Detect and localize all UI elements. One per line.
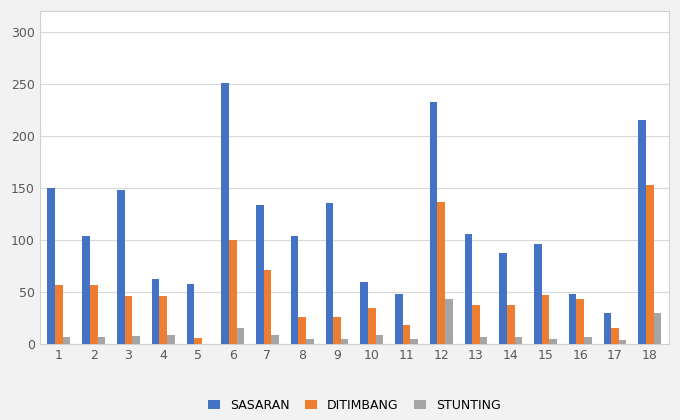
Bar (472, 305, 480, 344)
Bar (221, 83, 229, 344)
Bar (445, 299, 453, 344)
Bar (333, 318, 341, 344)
Bar (360, 282, 368, 344)
Bar (584, 337, 592, 344)
Bar (549, 339, 557, 344)
Bar (604, 313, 611, 344)
Bar (237, 328, 244, 344)
Bar (403, 325, 410, 344)
Bar (133, 336, 140, 344)
Bar (306, 339, 313, 344)
Legend: SASARAN, DITIMBANG, STUNTING: SASARAN, DITIMBANG, STUNTING (203, 394, 506, 417)
Bar (515, 337, 522, 344)
Bar (326, 203, 333, 344)
Bar (341, 339, 348, 344)
Bar (534, 244, 542, 344)
Bar (653, 313, 661, 344)
Bar (299, 318, 306, 344)
Bar (577, 299, 584, 344)
Bar (639, 121, 646, 344)
Bar (186, 284, 194, 344)
Bar (194, 338, 202, 344)
Bar (159, 297, 167, 344)
Bar (97, 337, 105, 344)
Bar (568, 294, 577, 344)
Bar (152, 279, 159, 344)
Bar (256, 205, 264, 344)
Bar (410, 339, 418, 344)
Bar (48, 188, 55, 344)
Bar (271, 335, 279, 344)
Bar (430, 102, 437, 344)
Bar (167, 335, 175, 344)
Bar (368, 308, 375, 344)
Bar (464, 234, 472, 344)
Bar (229, 240, 237, 344)
Bar (499, 253, 507, 344)
Bar (117, 190, 124, 344)
Bar (124, 297, 133, 344)
Bar (63, 337, 71, 344)
Bar (646, 185, 653, 344)
Bar (611, 328, 619, 344)
Bar (375, 335, 384, 344)
Bar (395, 294, 403, 344)
Bar (480, 337, 488, 344)
Bar (291, 236, 299, 344)
Bar (264, 270, 271, 344)
Bar (542, 295, 549, 344)
Bar (90, 285, 97, 344)
Bar (82, 236, 90, 344)
Bar (507, 305, 515, 344)
Bar (55, 285, 63, 344)
Bar (437, 202, 445, 344)
Bar (619, 340, 626, 344)
